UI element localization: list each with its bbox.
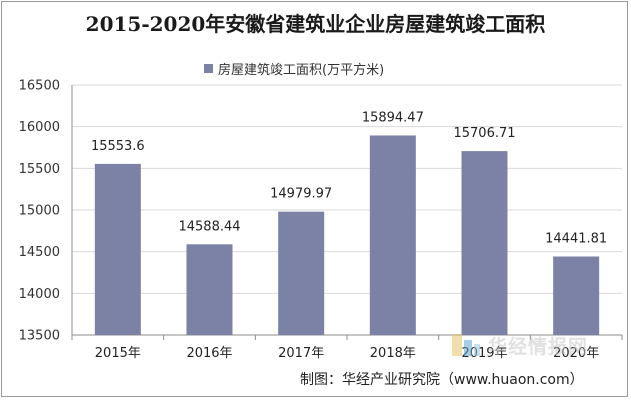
legend-swatch: [204, 63, 213, 73]
y-tick-label: 15500: [19, 162, 60, 177]
bar: [186, 244, 233, 335]
chart-title: 2015-2020年安徽省建筑业企业房屋建筑竣工面积: [85, 12, 546, 36]
legend-label: 房屋建筑竣工面积(万平方米): [218, 62, 385, 78]
watermark-text: 华经情报网: [488, 335, 589, 358]
data-label: 14979.97: [270, 187, 332, 202]
bar: [369, 135, 416, 335]
y-tick-label: 13500: [19, 329, 60, 344]
data-label: 15706.71: [453, 126, 515, 141]
y-tick-label: 16000: [19, 120, 60, 135]
x-tick-label: 2015年: [95, 346, 141, 361]
x-tick-label: 2019年: [461, 346, 507, 361]
y-tick-label: 14000: [19, 287, 60, 302]
y-tick-label: 16500: [19, 79, 60, 94]
watermark-logo-icon: [448, 330, 484, 360]
x-tick-label: 2017年: [278, 346, 324, 361]
data-label: 15894.47: [362, 110, 424, 125]
y-tick-label: 14500: [19, 245, 60, 260]
x-tick-label: 2020年: [553, 346, 599, 361]
data-label: 14588.44: [178, 219, 240, 234]
source-credit: 制图：华经产业研究院（www.huaon.com）: [300, 372, 584, 388]
bar: [278, 211, 325, 335]
bar: [94, 163, 141, 335]
legend: 房屋建筑竣工面积(万平方米): [204, 60, 385, 78]
watermark: 华经情报网: [448, 330, 588, 360]
x-tick-label: 2016年: [186, 346, 232, 361]
bar: [553, 256, 600, 335]
data-label: 14441.81: [545, 232, 607, 247]
x-tick-label: 2018年: [370, 346, 416, 361]
data-label: 15553.6: [91, 139, 145, 154]
bar: [461, 151, 508, 335]
y-tick-label: 15000: [19, 204, 60, 219]
